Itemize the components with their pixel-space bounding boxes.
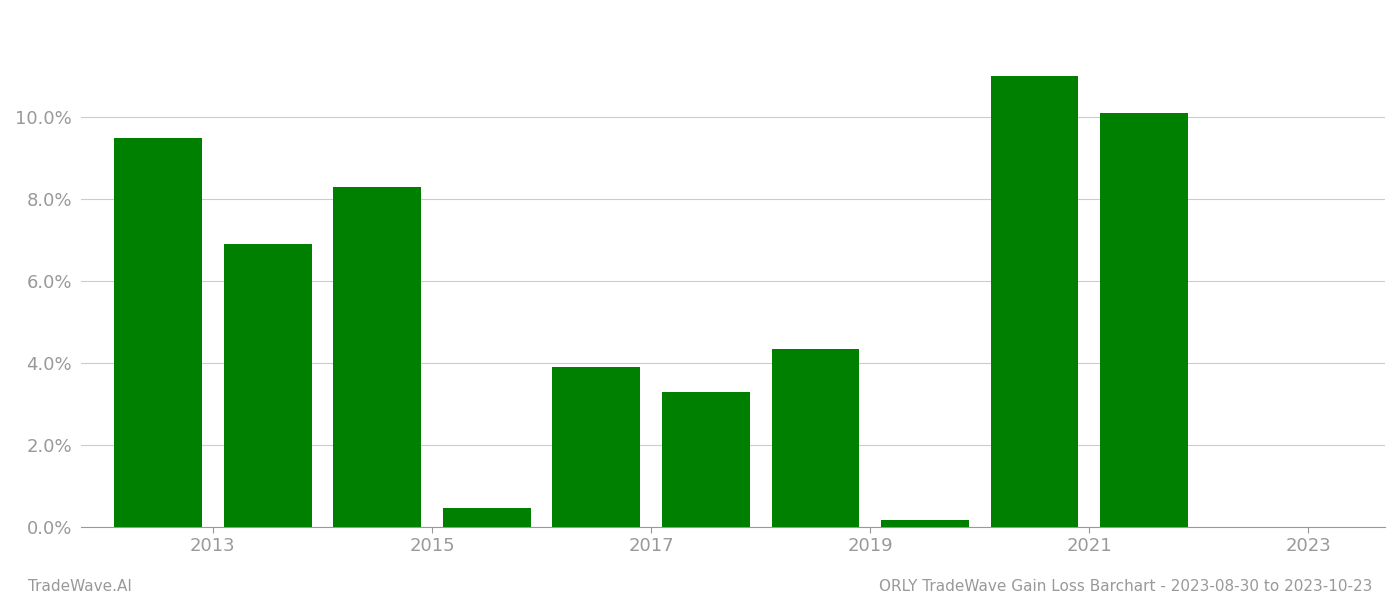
Bar [115, 138, 202, 527]
Bar [662, 392, 749, 527]
Bar [991, 76, 1078, 527]
Bar [442, 508, 531, 527]
Bar [771, 349, 860, 527]
Bar [553, 367, 640, 527]
Bar [224, 244, 312, 527]
Bar [333, 187, 421, 527]
Text: ORLY TradeWave Gain Loss Barchart - 2023-08-30 to 2023-10-23: ORLY TradeWave Gain Loss Barchart - 2023… [879, 579, 1372, 594]
Bar [881, 520, 969, 527]
Text: TradeWave.AI: TradeWave.AI [28, 579, 132, 594]
Bar [1100, 113, 1187, 527]
